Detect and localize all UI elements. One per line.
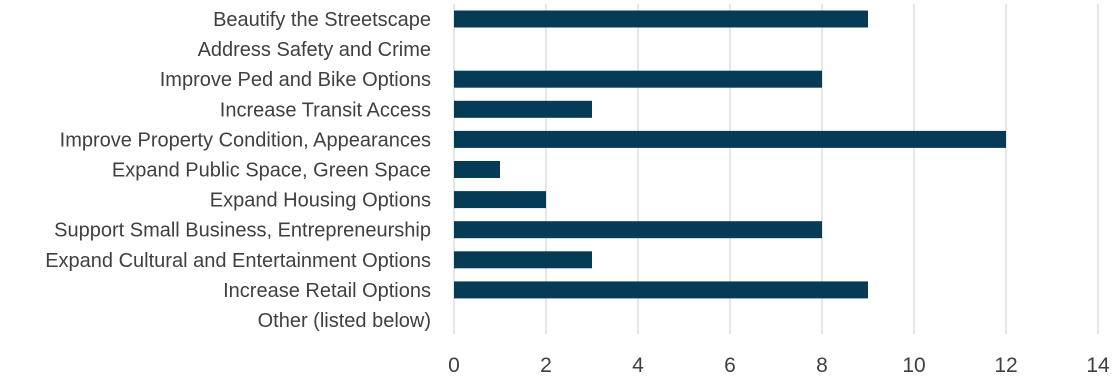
bars	[454, 10, 1006, 299]
x-tick-labels: 0 2 4 6 8 10 12 14	[448, 354, 1110, 377]
bar	[454, 100, 592, 118]
category-label: Beautify the Streetscape	[213, 9, 431, 31]
x-tick-label: 4	[632, 354, 644, 376]
x-tick-label: 14	[1086, 354, 1110, 376]
x-tick-label: 6	[724, 354, 736, 376]
category-label: Expand Public Space, Green Space	[112, 160, 431, 182]
bar	[454, 221, 822, 239]
x-tick-label: 0	[448, 354, 460, 376]
category-label: Expand Cultural and Entertainment Option…	[45, 250, 431, 272]
bar	[454, 130, 1006, 148]
category-label: Improve Property Condition, Appearances	[60, 129, 431, 151]
x-tick-label: 8	[816, 354, 828, 376]
category-label: Expand Housing Options	[210, 190, 431, 212]
category-label: Support Small Business, Entrepreneurship	[54, 220, 431, 242]
x-tick-label: 12	[994, 354, 1017, 376]
x-tick-label: 2	[540, 354, 552, 376]
category-label: Address Safety and Crime	[198, 39, 431, 61]
category-label: Improve Ped and Bike Options	[160, 69, 431, 91]
bar	[454, 281, 868, 299]
bar	[454, 251, 592, 269]
category-label: Increase Transit Access	[220, 99, 431, 121]
bar	[454, 10, 868, 28]
category-label: Other (listed below)	[258, 310, 431, 332]
bar	[454, 70, 822, 88]
category-labels: Beautify the Streetscape Address Safety a…	[45, 9, 431, 332]
gridlines	[453, 4, 1099, 334]
category-label: Increase Retail Options	[223, 280, 431, 302]
x-tick-label: 10	[902, 354, 925, 376]
bar	[454, 191, 546, 209]
bar	[454, 161, 500, 178]
